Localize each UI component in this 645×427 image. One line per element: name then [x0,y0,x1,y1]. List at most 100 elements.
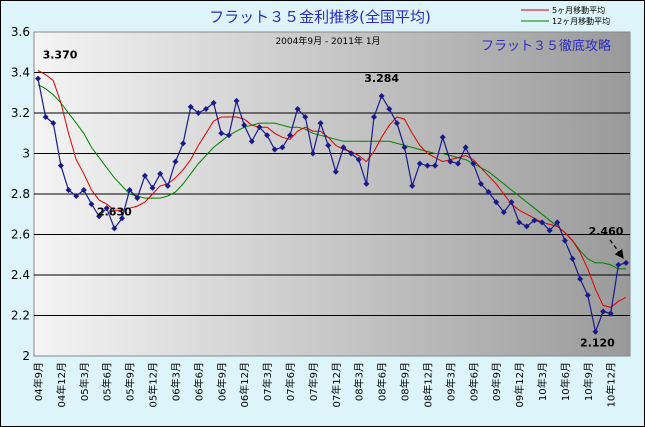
rate-point [203,105,209,112]
x-tick-label: 09年3月 [444,362,457,401]
x-tick-label: 04年12月 [55,362,68,407]
x-tick-label: 07年3月 [261,362,274,401]
rate-point [73,193,80,200]
rate-point [309,150,316,157]
rate-point [607,310,614,317]
rate-point [409,182,416,189]
rate-point [103,205,110,212]
annotations: 3.370 2.630 3.284 2.120 2.460 [43,49,624,350]
y-tick-label: 2.8 [11,187,30,201]
y-tick-label: 3.6 [11,25,30,39]
y-tick-label: 2.6 [11,228,30,242]
rate-point [134,195,141,202]
rate-point [279,144,286,151]
chart-subtitle: 2004年9月 - 2011年 1月 [275,35,380,47]
chart-title: フラット３５金利推移(全国平均) [209,8,431,26]
rate-point [271,146,278,153]
rate-point [424,162,431,169]
rate-point [500,209,507,216]
x-tick-label: 06年6月 [192,362,205,401]
rate-point [584,292,591,299]
rate-point [554,219,561,226]
rate-point [477,180,484,187]
rate-point [294,105,301,112]
series-line-1 [37,70,627,308]
rate-point [149,184,156,191]
rate-point [447,158,454,165]
rate-point [615,261,622,268]
rate-point [42,114,49,121]
rate-point [569,255,576,262]
x-tick-label: 09年12月 [513,362,526,407]
rate-point [157,170,164,177]
rate-point [561,237,568,244]
x-tick-label: 07年6月 [284,362,297,401]
rate-point [355,156,362,163]
rate-point [119,215,125,222]
rate-point [218,130,225,137]
x-tick-label: 09年9月 [490,362,503,401]
rate-point [225,132,232,139]
x-tick-label: 08年9月 [399,362,412,401]
annotation-arrow [609,239,624,259]
rate-point [210,99,217,106]
rate-point [363,180,370,187]
y-tick-label: 3.2 [11,106,30,120]
rate-point [378,92,385,99]
rate-point [416,160,423,167]
rate-point [493,199,500,206]
rate-point [80,186,87,193]
rate-point [439,134,446,141]
rate-point [470,160,477,167]
rate-point [241,122,248,129]
x-tick-label: 08年6月 [376,362,389,401]
rate-point [233,97,240,104]
rate-point [141,172,148,179]
x-axis-ticks: 04年9月 04年12月 05年3月 05年6月 05年9月 05年12月 06年3月 06年… [32,362,618,407]
rate-point [264,132,271,139]
rate-point [325,142,332,149]
rate-point [35,75,41,82]
x-tick-label: 06年9月 [215,362,228,401]
rate-point [172,158,179,165]
rate-point [393,120,400,127]
x-tick-label: 10年9月 [582,362,595,401]
rate-point [539,219,545,226]
rate-point [57,162,64,169]
rate-point [256,124,263,131]
x-tick-label: 08年12月 [421,362,434,407]
y-tick-label: 2 [22,349,30,363]
rate-point [187,103,194,110]
x-tick-label: 09年6月 [467,362,480,401]
x-tick-label: 06年3月 [169,362,182,401]
y-axis-ticks: 2 2.2 2.4 2.6 2.8 3 3.2 3.4 3.6 [11,25,30,363]
rate-point [546,227,553,234]
annotation-label: 3.370 [43,49,78,62]
rate-point [332,168,339,175]
rate-point [302,114,309,121]
x-tick-label: 05年6月 [101,362,114,401]
legend: 5ヶ月移動平均 12ヶ月移動平均 [521,5,610,26]
rate-point [531,217,538,224]
annotation-label: 2.460 [589,225,624,238]
rate-point [287,132,293,139]
rate-point [96,213,103,220]
rate-point [432,162,439,169]
y-tick-label: 3 [22,147,30,161]
rate-point [126,186,133,193]
rate-point [600,308,607,315]
x-tick-label: 04年9月 [32,362,45,401]
rate-point [623,259,629,266]
rate-point [111,225,118,232]
x-tick-label: 05年3月 [78,362,91,401]
x-tick-label: 10年3月 [536,362,549,401]
gridlines [34,72,630,316]
rate-point [516,219,523,226]
rate-point [50,120,57,127]
rate-point [340,144,347,151]
rate-point [592,328,599,335]
rate-point [65,186,72,193]
rate-point [455,160,461,167]
rate-point [195,110,202,116]
